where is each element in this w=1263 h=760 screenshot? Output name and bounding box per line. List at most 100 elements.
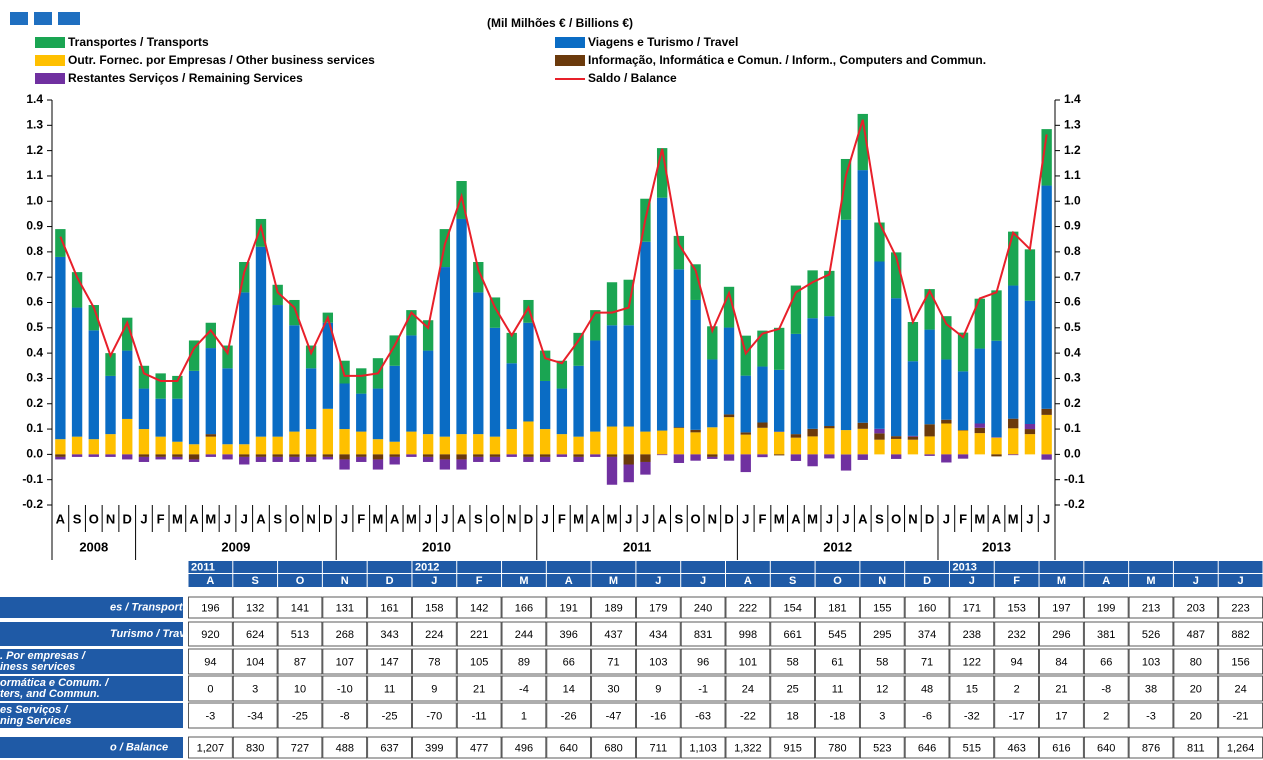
table-cell — [1128, 702, 1174, 729]
bar-segment — [707, 454, 718, 457]
table-value: 11 — [384, 683, 395, 695]
bar-segment — [640, 241, 651, 432]
bar-segment — [1008, 231, 1019, 286]
y2-tick-label: 1.4 — [1064, 92, 1081, 106]
bar-segment — [623, 464, 634, 483]
table-cell — [456, 702, 502, 729]
bar-segment — [1008, 285, 1019, 419]
table-cell — [949, 736, 995, 759]
table-cell — [1039, 736, 1084, 759]
bar-segment — [172, 375, 183, 399]
table-cell — [546, 596, 592, 619]
bar-segment — [55, 456, 66, 460]
x-tick-label: A — [992, 511, 1002, 526]
x-tick-label: J — [1026, 511, 1033, 526]
table-value: 21 — [473, 683, 485, 695]
x-tick-label: M — [573, 511, 584, 526]
table-cell — [680, 621, 726, 647]
month-header-cell — [367, 574, 412, 587]
table-cell — [1173, 596, 1219, 619]
year-header-cell — [188, 561, 233, 573]
table-cell — [949, 648, 995, 675]
bar-segment — [690, 429, 701, 433]
y2-tick-label: 0.8 — [1064, 244, 1081, 258]
x-tick-label: A — [56, 511, 66, 526]
bar-segment — [606, 282, 618, 326]
table-value: 171 — [963, 602, 981, 614]
bar-segment — [389, 441, 400, 455]
y2-tick-label: 1.0 — [1064, 193, 1081, 207]
table-cell — [636, 596, 681, 619]
table-value: 14 — [563, 683, 575, 695]
table-cell — [188, 736, 233, 759]
table-value: 434 — [649, 629, 667, 641]
x-tick-label: J — [441, 511, 448, 526]
bar-segment — [205, 322, 216, 349]
bar-segment — [640, 431, 651, 455]
y-tick-label: 0.2 — [26, 396, 43, 410]
x-tick-label: D — [724, 511, 733, 526]
table-value: 189 — [604, 602, 622, 614]
row-label: ters, and Commun. — [0, 688, 100, 700]
bar-segment — [740, 434, 751, 455]
table-value: 147 — [380, 656, 398, 668]
bar-segment — [606, 456, 618, 485]
bar-segment — [924, 454, 935, 456]
bar-segment — [489, 297, 501, 328]
table-value: 680 — [604, 742, 622, 754]
table-value: 488 — [336, 742, 354, 754]
x-tick-label: F — [758, 511, 766, 526]
table-value: 646 — [918, 742, 936, 754]
bar-segment — [88, 439, 99, 455]
table-value: 920 — [201, 629, 219, 641]
table-cell — [1039, 648, 1084, 675]
bar-segment — [1041, 129, 1052, 186]
bar-segment — [957, 371, 969, 431]
table-value: 17 — [1055, 710, 1067, 722]
month-header-cell — [502, 574, 546, 587]
bar-segment — [155, 373, 166, 399]
table-value: 661 — [784, 629, 802, 641]
table-value: 11 — [832, 683, 843, 695]
table-value: 196 — [201, 602, 219, 614]
bar-segment — [322, 322, 334, 409]
bar-segment — [222, 454, 233, 460]
year-label: 2009 — [221, 539, 250, 554]
year-header-cell — [278, 561, 322, 573]
table-cell — [1083, 702, 1129, 729]
bar-segment — [590, 454, 601, 457]
bar-segment — [941, 316, 952, 360]
month-header-cell — [278, 574, 322, 587]
table-value: 1 — [521, 710, 527, 722]
table-value: 637 — [380, 742, 398, 754]
month-header: J — [1193, 575, 1199, 587]
table-cell — [725, 621, 771, 647]
bar-segment — [55, 439, 66, 455]
bar-segment — [205, 454, 216, 457]
bar-segment — [840, 430, 852, 455]
table-value: 221 — [470, 629, 488, 641]
table-cell — [725, 596, 771, 619]
bar-segment — [907, 361, 919, 436]
bar-segment — [406, 454, 417, 457]
legend-label: Outr. Fornec. por Empresas / Other busin… — [68, 53, 375, 67]
table-value: 437 — [604, 629, 622, 641]
x-tick-label: J — [425, 511, 432, 526]
y2-tick-label: 0.6 — [1064, 295, 1081, 309]
bar-segment — [489, 454, 501, 457]
table-cell — [1173, 621, 1219, 647]
bar-segment — [356, 393, 367, 432]
table-cell — [636, 736, 681, 759]
bar-segment — [773, 431, 785, 455]
month-header: F — [476, 575, 483, 587]
bar-segment — [122, 317, 133, 351]
month-header: O — [296, 575, 305, 587]
bar-segment — [272, 436, 283, 455]
table-value: 155 — [873, 602, 891, 614]
table-cell — [815, 702, 860, 729]
bar-segment — [874, 433, 885, 440]
table-cell — [1128, 736, 1174, 759]
bar-segment — [255, 246, 267, 437]
bar-segment — [506, 332, 517, 364]
